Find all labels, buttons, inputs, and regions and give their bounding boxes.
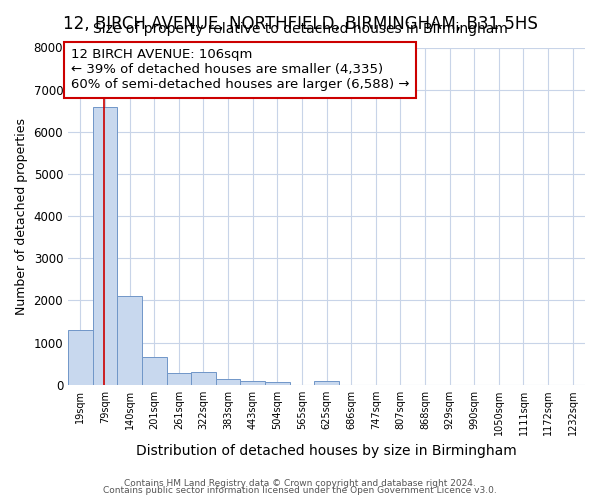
Bar [167,373,191,385]
X-axis label: Distribution of detached houses by size in Birmingham: Distribution of detached houses by size … [136,444,517,458]
Bar [265,382,290,385]
Bar [216,380,241,385]
Text: Size of property relative to detached houses in Birmingham: Size of property relative to detached ho… [92,22,508,36]
Text: Contains public sector information licensed under the Open Government Licence v3: Contains public sector information licen… [103,486,497,495]
Text: 12, BIRCH AVENUE, NORTHFIELD, BIRMINGHAM, B31 5HS: 12, BIRCH AVENUE, NORTHFIELD, BIRMINGHAM… [62,15,538,33]
Y-axis label: Number of detached properties: Number of detached properties [15,118,28,314]
Bar [92,106,117,385]
Bar [142,358,167,385]
Bar [314,380,339,385]
Bar [191,372,216,385]
Bar [241,380,265,385]
Text: Contains HM Land Registry data © Crown copyright and database right 2024.: Contains HM Land Registry data © Crown c… [124,478,476,488]
Text: 12 BIRCH AVENUE: 106sqm
← 39% of detached houses are smaller (4,335)
60% of semi: 12 BIRCH AVENUE: 106sqm ← 39% of detache… [71,48,409,92]
Bar [117,296,142,385]
Bar [68,330,92,385]
